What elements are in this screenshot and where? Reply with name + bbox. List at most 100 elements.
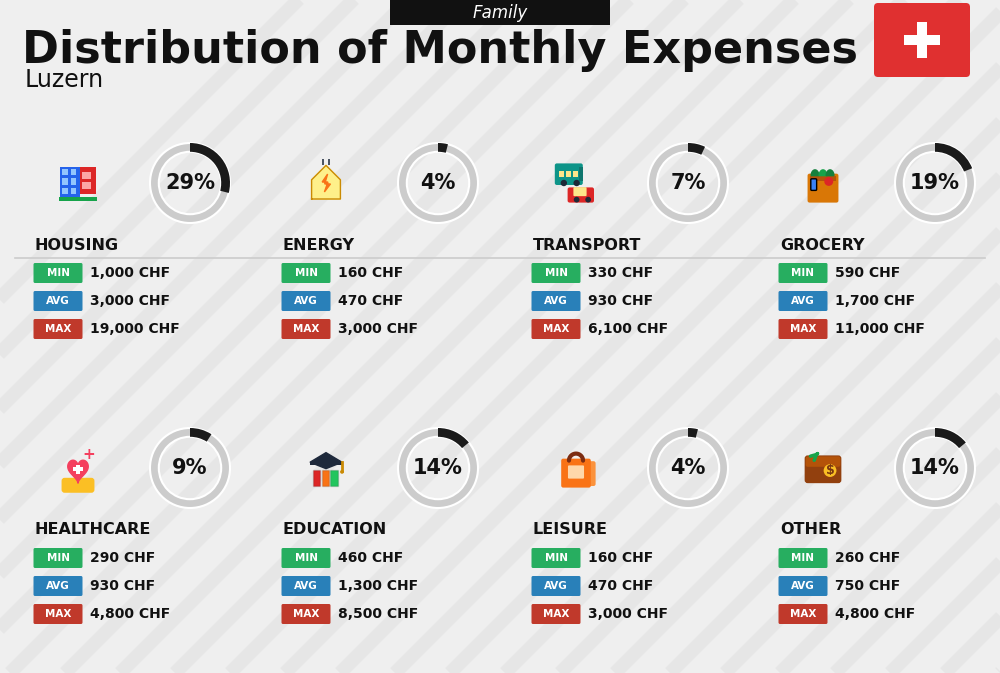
Text: HOUSING: HOUSING [35, 238, 119, 252]
Text: 3,000 CHF: 3,000 CHF [90, 294, 170, 308]
FancyBboxPatch shape [778, 319, 828, 339]
Wedge shape [398, 428, 478, 508]
Circle shape [574, 197, 580, 203]
Text: Family: Family [472, 3, 528, 22]
Text: MAX: MAX [45, 324, 71, 334]
FancyBboxPatch shape [778, 604, 828, 624]
FancyBboxPatch shape [82, 182, 91, 189]
FancyBboxPatch shape [778, 576, 828, 596]
Circle shape [824, 464, 836, 477]
FancyBboxPatch shape [874, 3, 970, 77]
Polygon shape [312, 166, 340, 199]
Text: Luzern: Luzern [25, 68, 104, 92]
Text: OTHER: OTHER [780, 522, 841, 538]
Text: AVG: AVG [544, 581, 568, 591]
Text: MIN: MIN [294, 268, 318, 278]
FancyBboxPatch shape [573, 187, 587, 196]
Text: AVG: AVG [791, 581, 815, 591]
Text: 11,000 CHF: 11,000 CHF [835, 322, 925, 336]
Wedge shape [935, 143, 972, 172]
Text: 4%: 4% [670, 458, 706, 478]
Wedge shape [150, 428, 230, 508]
Text: 1,000 CHF: 1,000 CHF [90, 266, 170, 280]
Text: 7%: 7% [670, 173, 706, 193]
Text: LEISURE: LEISURE [533, 522, 608, 538]
FancyBboxPatch shape [282, 548, 330, 568]
FancyBboxPatch shape [34, 548, 82, 568]
Text: 930 CHF: 930 CHF [588, 294, 653, 308]
FancyBboxPatch shape [390, 0, 610, 25]
Polygon shape [322, 174, 330, 192]
FancyBboxPatch shape [34, 576, 82, 596]
Wedge shape [438, 428, 469, 448]
FancyBboxPatch shape [82, 172, 91, 179]
Text: TRANSPORT: TRANSPORT [533, 238, 641, 252]
Text: 260 CHF: 260 CHF [835, 551, 900, 565]
FancyBboxPatch shape [778, 291, 828, 311]
Text: MIN: MIN [46, 268, 70, 278]
FancyBboxPatch shape [282, 263, 330, 283]
FancyBboxPatch shape [62, 478, 94, 493]
Text: MIN: MIN [792, 553, 814, 563]
Text: MIN: MIN [544, 553, 568, 563]
FancyBboxPatch shape [532, 604, 580, 624]
Text: MAX: MAX [45, 609, 71, 619]
Text: 19%: 19% [910, 173, 960, 193]
Text: $: $ [826, 464, 834, 477]
Polygon shape [811, 170, 819, 176]
Circle shape [824, 177, 833, 186]
FancyBboxPatch shape [917, 22, 927, 58]
Text: 4,800 CHF: 4,800 CHF [90, 607, 170, 621]
Text: 6,100 CHF: 6,100 CHF [588, 322, 668, 336]
Text: MIN: MIN [46, 553, 70, 563]
FancyBboxPatch shape [904, 35, 940, 45]
FancyBboxPatch shape [328, 159, 330, 166]
Text: MAX: MAX [790, 324, 816, 334]
Text: AVG: AVG [294, 581, 318, 591]
Text: 290 CHF: 290 CHF [90, 551, 155, 565]
FancyBboxPatch shape [806, 456, 840, 467]
FancyBboxPatch shape [322, 470, 329, 486]
FancyBboxPatch shape [805, 456, 841, 483]
FancyBboxPatch shape [310, 462, 342, 466]
FancyBboxPatch shape [579, 167, 583, 182]
Polygon shape [826, 170, 834, 176]
Polygon shape [310, 453, 342, 468]
Text: 29%: 29% [165, 173, 215, 193]
Wedge shape [190, 428, 211, 441]
Wedge shape [648, 428, 728, 508]
FancyBboxPatch shape [778, 548, 828, 568]
Wedge shape [688, 428, 698, 437]
Wedge shape [150, 143, 230, 223]
Wedge shape [398, 143, 478, 223]
Text: Distribution of Monthly Expenses: Distribution of Monthly Expenses [22, 30, 858, 73]
Polygon shape [68, 460, 88, 483]
Text: 1,700 CHF: 1,700 CHF [835, 294, 915, 308]
Text: 330 CHF: 330 CHF [588, 266, 653, 280]
Text: MIN: MIN [294, 553, 318, 563]
FancyBboxPatch shape [62, 169, 68, 175]
FancyBboxPatch shape [576, 461, 596, 486]
FancyBboxPatch shape [811, 179, 817, 190]
Text: 14%: 14% [413, 458, 463, 478]
Text: MIN: MIN [544, 268, 568, 278]
Text: 14%: 14% [910, 458, 960, 478]
Text: AVG: AVG [791, 296, 815, 306]
FancyBboxPatch shape [71, 188, 76, 194]
Text: 4%: 4% [420, 173, 456, 193]
Text: MIN: MIN [792, 268, 814, 278]
Wedge shape [895, 143, 975, 223]
FancyBboxPatch shape [808, 174, 838, 203]
FancyBboxPatch shape [330, 470, 338, 486]
FancyBboxPatch shape [568, 187, 594, 203]
Text: 3,000 CHF: 3,000 CHF [588, 607, 668, 621]
FancyBboxPatch shape [34, 263, 82, 283]
Circle shape [340, 470, 344, 474]
FancyBboxPatch shape [532, 576, 580, 596]
FancyBboxPatch shape [282, 291, 330, 311]
Text: 930 CHF: 930 CHF [90, 579, 155, 593]
Text: 590 CHF: 590 CHF [835, 266, 900, 280]
Wedge shape [190, 143, 230, 193]
Text: 160 CHF: 160 CHF [588, 551, 653, 565]
Text: AVG: AVG [294, 296, 318, 306]
